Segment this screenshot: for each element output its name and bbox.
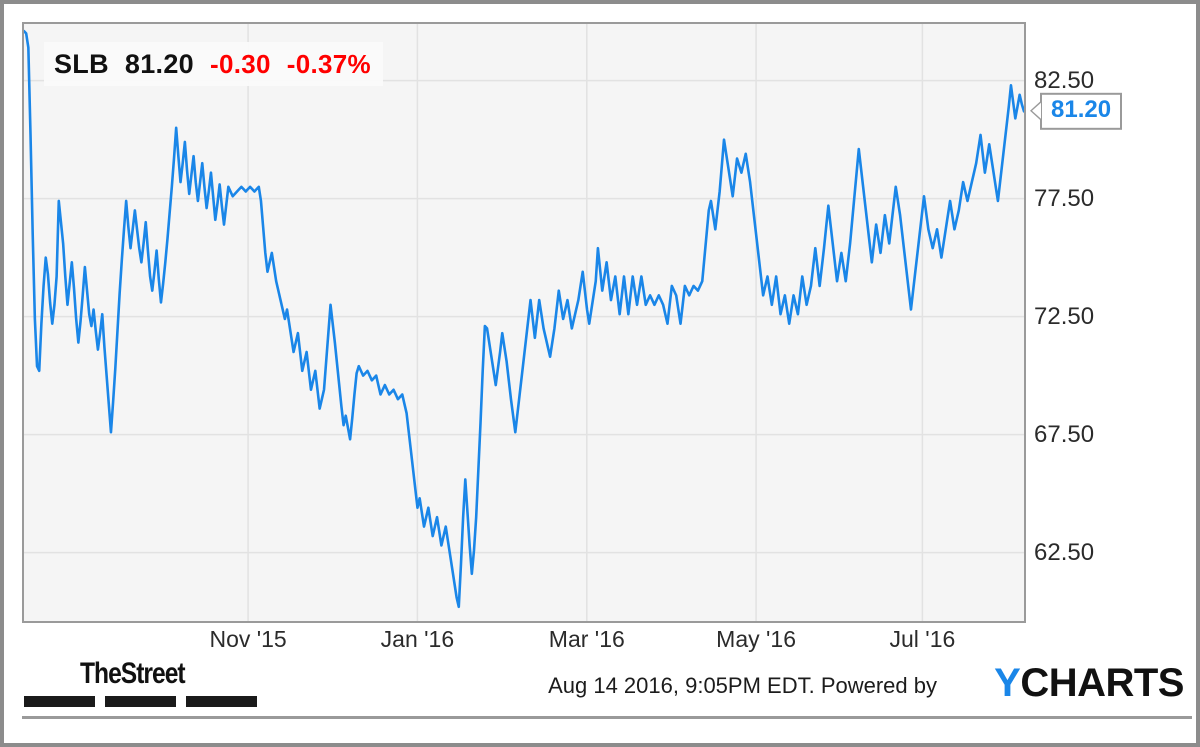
y-axis-tick-label: 62.50 (1034, 538, 1095, 566)
last-value-callout: 81.20 (1030, 93, 1123, 130)
x-axis-tick-label: Jan '16 (380, 626, 455, 652)
y-axis-tick-label: 82.50 (1034, 66, 1095, 94)
footer: TheStreet Aug 14 2016, 9:05PM EDT. Power… (8, 657, 1192, 739)
gridlines (24, 24, 1024, 621)
ycharts-logo-y: Y (994, 661, 1021, 705)
logo-bar-3 (186, 696, 257, 707)
timestamp-label: Aug 14 2016, 9:05PM EDT. Powered by (548, 673, 937, 698)
ticker-symbol: SLB (54, 48, 109, 79)
ticker-change-percent: -0.37% (286, 48, 371, 79)
callout-value: 81.20 (1040, 93, 1123, 130)
x-axis-tick-label: Mar '16 (548, 626, 625, 652)
x-axis-tick-label: Nov '15 (209, 626, 287, 652)
ticker-change: -0.30 (209, 48, 271, 79)
price-line-series (24, 29, 1024, 609)
y-axis-tick-label: 72.50 (1034, 302, 1095, 330)
logo-bar-1 (24, 696, 95, 707)
y-axis: 82.50 77.50 72.50 67.50 62.50 (1034, 22, 1184, 623)
x-axis: Nov '15 Jan '16 Mar '16 May '16 Jul '16 (22, 626, 1026, 660)
thestreet-logo-bars-icon (24, 696, 257, 707)
logo-bar-2 (105, 696, 176, 707)
ticker-price: 81.20 (124, 48, 194, 79)
plot-area (22, 22, 1026, 623)
y-axis-tick-label: 77.50 (1034, 184, 1095, 212)
plot-area-wrapper: SLB 81.20 -0.30 -0.37% (22, 22, 1026, 623)
x-axis-tick-label: Jul '16 (889, 626, 956, 652)
ycharts-logo-text: CHARTS (1020, 661, 1184, 705)
y-axis-tick-label: 67.50 (1034, 420, 1095, 448)
ycharts-logo: YCHARTS (994, 661, 1184, 706)
footer-divider (22, 716, 1192, 719)
callout-pointer-inner-icon (1032, 103, 1041, 120)
x-axis-tick-label: May '16 (716, 626, 797, 652)
ticker-header: SLB 81.20 -0.30 -0.37% (44, 42, 383, 86)
thestreet-logo: TheStreet (80, 657, 186, 690)
